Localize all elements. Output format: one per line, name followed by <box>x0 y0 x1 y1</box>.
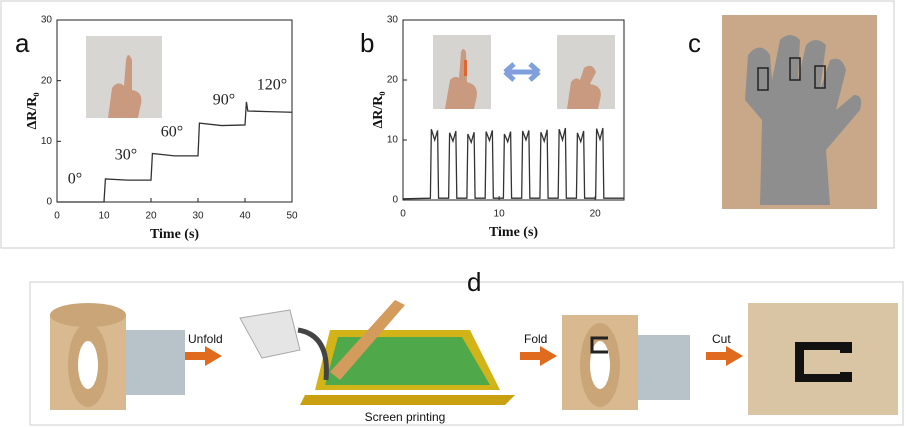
step-label: Fold <box>524 332 547 346</box>
panel-label: d <box>467 267 481 297</box>
finger-photos-b <box>433 35 615 109</box>
y-axis-title: ΔR/R₀ <box>371 91 386 128</box>
x-axis-title: Time (s) <box>489 225 538 240</box>
panel-label: a <box>15 28 30 58</box>
angle-label: 30° <box>115 147 137 164</box>
panel-label: c <box>688 28 701 58</box>
x-tick-label: 10 <box>98 211 110 222</box>
angle-label: 0° <box>68 171 82 188</box>
angle-label: 120° <box>257 77 287 94</box>
y-tick-label: 0 <box>392 195 398 206</box>
y-tick-label: 10 <box>387 135 399 146</box>
panel-label: b <box>360 28 374 58</box>
x-axis-title: Time (s) <box>150 227 199 242</box>
y-axis-title: ΔR/R₀ <box>25 92 40 129</box>
finger-photo-a <box>86 36 162 118</box>
x-tick-label: 50 <box>286 211 298 222</box>
data-line <box>403 128 624 199</box>
x-tick-label: 30 <box>192 211 204 222</box>
y-tick-label: 10 <box>41 136 53 147</box>
step-label: Unfold <box>188 332 223 346</box>
x-tick-label: 20 <box>590 209 602 220</box>
x-tick-label: 10 <box>494 209 506 220</box>
angle-label: 60° <box>161 124 183 141</box>
angle-label: 90° <box>213 92 235 109</box>
x-tick-label: 20 <box>145 211 157 222</box>
step-label: Cut <box>712 332 731 346</box>
figure: a b c d Unfold Fold Cut Screen printing … <box>0 0 906 427</box>
y-tick-label: 30 <box>387 15 399 26</box>
y-tick-label: 0 <box>46 197 52 208</box>
process-diagram <box>50 300 898 415</box>
x-tick-label: 40 <box>239 211 251 222</box>
y-tick-label: 30 <box>41 15 53 26</box>
glove-photo <box>722 15 877 209</box>
y-tick-label: 20 <box>387 75 399 86</box>
x-tick-label: 0 <box>400 209 406 220</box>
y-tick-label: 20 <box>41 75 53 86</box>
x-tick-label: 0 <box>54 211 60 222</box>
caption: Screen printing <box>365 410 446 424</box>
